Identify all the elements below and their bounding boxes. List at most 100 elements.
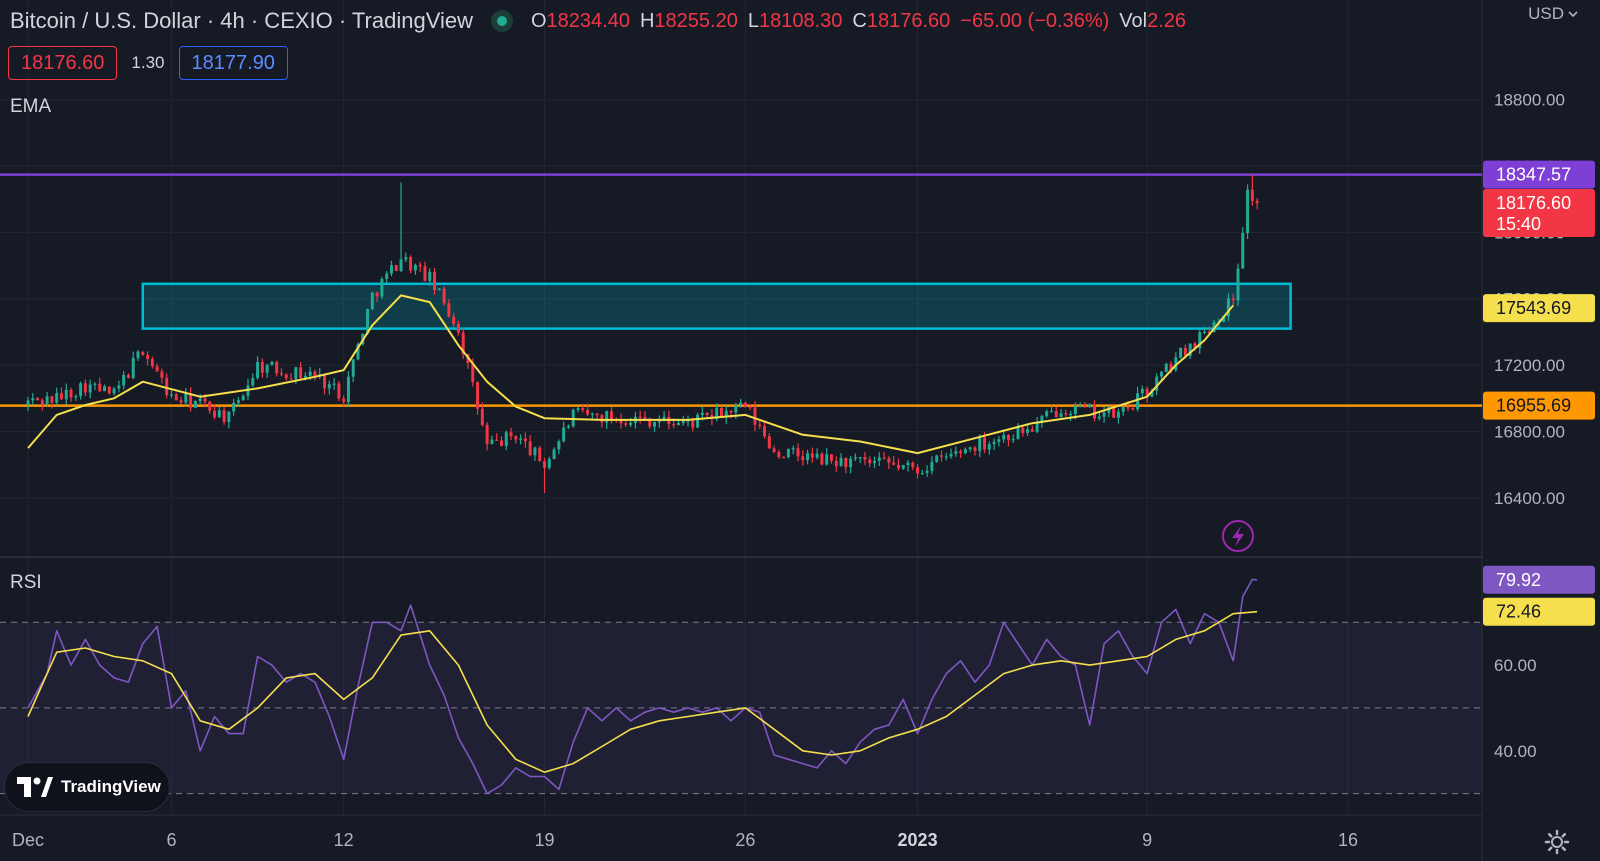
candle-down[interactable] [418, 264, 422, 267]
candle-up[interactable] [877, 457, 881, 461]
candle-up[interactable] [849, 458, 853, 468]
candle-down[interactable] [1112, 406, 1116, 418]
candle-down[interactable] [624, 423, 628, 425]
candle-down[interactable] [939, 455, 943, 457]
candle-down[interactable] [810, 453, 814, 458]
candle-up[interactable] [992, 441, 996, 444]
candle-up[interactable] [1159, 371, 1163, 377]
candle-up[interactable] [1088, 404, 1092, 408]
candle-down[interactable] [609, 411, 613, 420]
candle-up[interactable] [327, 384, 331, 389]
candle-up[interactable] [657, 421, 661, 423]
candle-up[interactable] [944, 456, 948, 458]
candle-up[interactable] [1155, 376, 1159, 391]
candle-up[interactable] [1040, 416, 1044, 423]
candle-down[interactable] [456, 323, 460, 333]
candle-up[interactable] [825, 454, 829, 465]
candle-up[interactable] [920, 472, 924, 475]
candle-down[interactable] [36, 398, 40, 401]
candle-up[interactable] [576, 408, 580, 410]
candle-up[interactable] [653, 422, 657, 427]
candle-up[interactable] [963, 449, 967, 454]
candle-up[interactable] [112, 388, 116, 394]
candle-up[interactable] [566, 426, 570, 428]
candle-up[interactable] [490, 439, 494, 445]
candle-up[interactable] [1150, 390, 1154, 397]
candle-up[interactable] [64, 389, 68, 400]
candle-up[interactable] [169, 394, 173, 396]
candle-down[interactable] [758, 424, 762, 427]
candle-down[interactable] [423, 266, 427, 281]
candle-down[interactable] [323, 374, 327, 389]
candle-down[interactable] [863, 457, 867, 460]
candle-up[interactable] [356, 344, 360, 360]
candle-down[interactable] [801, 456, 805, 460]
candle-up[interactable] [31, 398, 35, 401]
candle-up[interactable] [1222, 316, 1226, 322]
candle-up[interactable] [1198, 332, 1202, 349]
candle-down[interactable] [471, 363, 475, 383]
candle-down[interactable] [1131, 408, 1135, 410]
candle-up[interactable] [88, 384, 92, 393]
candle-down[interactable] [299, 367, 303, 379]
candle-up[interactable] [533, 447, 537, 456]
candle-down[interactable] [705, 412, 709, 416]
candle-down[interactable] [719, 408, 723, 418]
candle-up[interactable] [925, 470, 929, 473]
candle-up[interactable] [1002, 435, 1006, 440]
candle-down[interactable] [1030, 429, 1034, 432]
candle-down[interactable] [1126, 407, 1130, 409]
candle-up[interactable] [696, 414, 700, 428]
candle-up[interactable] [935, 455, 939, 462]
candle-up[interactable] [193, 401, 197, 408]
candle-down[interactable] [973, 447, 977, 451]
buy-button[interactable]: 18177.90 [178, 46, 288, 80]
candle-up[interactable] [906, 462, 910, 466]
candle-down[interactable] [1193, 343, 1197, 349]
candle-down[interactable] [461, 332, 465, 355]
candle-down[interactable] [83, 383, 87, 393]
candle-up[interactable] [184, 393, 188, 403]
gear-icon[interactable] [1544, 829, 1570, 855]
candle-down[interactable] [672, 424, 676, 426]
candle-up[interactable] [987, 443, 991, 450]
candle-up[interactable] [413, 264, 417, 271]
candle-down[interactable] [476, 382, 480, 409]
candle-up[interactable] [1097, 416, 1101, 419]
candle-down[interactable] [59, 393, 63, 400]
candle-down[interactable] [480, 408, 484, 425]
candle-up[interactable] [236, 400, 240, 403]
candle-up[interactable] [1016, 427, 1020, 440]
pane-separator[interactable] [0, 556, 1482, 558]
candle-up[interactable] [404, 257, 408, 260]
candle-down[interactable] [648, 419, 652, 427]
candle-down[interactable] [619, 419, 623, 424]
candle-up[interactable] [605, 411, 609, 423]
candle-down[interactable] [40, 400, 44, 405]
candle-up[interactable] [1140, 388, 1144, 394]
candle-down[interactable] [887, 458, 891, 463]
candle-up[interactable] [399, 259, 403, 272]
candle-down[interactable] [1183, 347, 1187, 357]
candle-up[interactable] [930, 461, 934, 471]
candle-up[interactable] [437, 288, 441, 291]
candle-up[interactable] [251, 378, 255, 386]
candle-down[interactable] [203, 398, 207, 402]
candle-down[interactable] [375, 292, 379, 297]
sell-button[interactable]: 18176.60 [8, 46, 118, 80]
candle-down[interactable] [1021, 427, 1025, 433]
candle-up[interactable] [562, 427, 566, 442]
candle-up[interactable] [571, 409, 575, 427]
candle-down[interactable] [174, 394, 178, 401]
candle-up[interactable] [74, 396, 78, 398]
candle-up[interactable] [978, 437, 982, 451]
candle-up[interactable] [1226, 298, 1230, 317]
candle-up[interactable] [547, 459, 551, 468]
candle-up[interactable] [198, 398, 202, 402]
ema-series[interactable] [27, 294, 1234, 455]
candle-up[interactable] [1236, 268, 1240, 301]
candle-down[interactable] [260, 362, 264, 373]
candlestick-series[interactable] [26, 174, 1259, 493]
candle-down[interactable] [1064, 413, 1068, 415]
